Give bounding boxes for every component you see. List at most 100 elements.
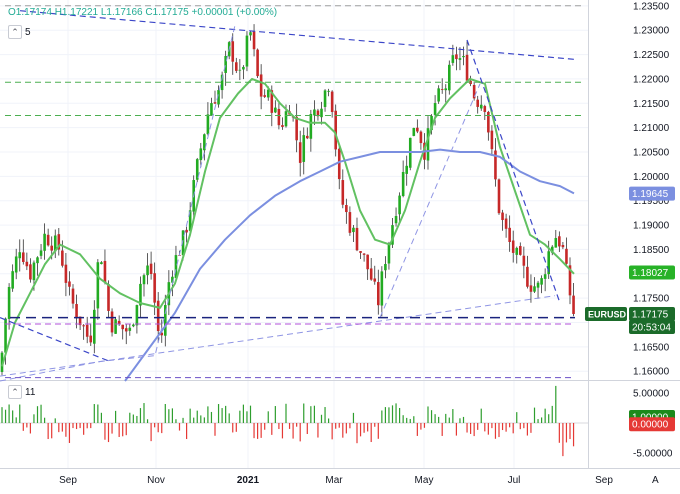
osc-bar (288, 423, 291, 429)
candle-body (121, 324, 124, 330)
osc-bar (75, 423, 78, 430)
osc-bar (374, 423, 376, 427)
candle-body (270, 90, 274, 113)
candle-body (139, 283, 142, 306)
price-label-last: 1.17175 (629, 306, 675, 321)
osc-bar (264, 423, 266, 430)
chevron-up-icon[interactable]: ⌃ (8, 385, 22, 399)
candle-body (263, 95, 266, 97)
osc-bar (359, 423, 362, 437)
drawn-trendline[interactable] (19, 10, 576, 60)
candle-body (238, 69, 242, 71)
time-tick-label: May (415, 475, 434, 486)
osc-bar (100, 412, 102, 423)
osc-bar (413, 416, 415, 423)
candle (387, 241, 391, 270)
candle-body (572, 295, 575, 314)
candle-body (71, 288, 75, 304)
candle (465, 41, 469, 83)
indicator-row-osc[interactable]: ⌃ 11 (8, 385, 35, 399)
osc-bar (26, 423, 28, 428)
candle-body (323, 90, 327, 107)
osc-label-zero-text: 0.00000 (632, 420, 669, 431)
osc-bar (225, 405, 227, 423)
candle (82, 324, 85, 340)
osc-bar (342, 423, 344, 438)
candle (203, 133, 206, 161)
candle-body (185, 229, 188, 233)
candle (242, 65, 245, 80)
osc-bar (523, 423, 525, 429)
ma-period: 5 (25, 26, 31, 38)
candle (135, 304, 139, 334)
candle-body (50, 245, 53, 251)
candle (139, 276, 142, 318)
osc-bar (232, 423, 234, 433)
price-label-ma-blue: 1.19645 (629, 186, 675, 201)
candle (71, 284, 75, 309)
osc-bar (356, 423, 358, 444)
candle-body (306, 135, 309, 139)
candle (100, 261, 103, 265)
candle-body (107, 284, 110, 311)
candle-body (558, 236, 561, 247)
candle (132, 323, 135, 328)
osc-bar (434, 414, 436, 423)
candle (337, 143, 341, 190)
candle-body (53, 235, 57, 252)
osc-bar (512, 423, 514, 434)
drawn-trendline[interactable] (466, 39, 561, 304)
candle-body (210, 103, 213, 116)
candle (526, 255, 529, 289)
candle (185, 226, 188, 243)
candle (224, 50, 227, 86)
drawn-trendline[interactable] (0, 295, 556, 377)
candle-body (93, 309, 96, 344)
candle-body (433, 103, 437, 115)
osc-bar (136, 415, 138, 423)
candle-body (448, 64, 451, 91)
candle-body (568, 265, 572, 296)
candle-body (462, 55, 465, 58)
candle (256, 48, 259, 79)
candle-body (277, 108, 281, 126)
osc-bar (132, 414, 134, 423)
osc-bar (427, 406, 429, 423)
osc-bar (221, 408, 223, 423)
osc-bar (19, 404, 21, 423)
osc-bar (296, 423, 298, 427)
drawn-trendline[interactable] (379, 83, 481, 318)
candle-body (536, 282, 540, 288)
indicator-row-ma[interactable]: ⌃ 5 (8, 25, 31, 39)
osc-bar (473, 423, 475, 437)
osc-bar (235, 423, 237, 432)
candle (419, 130, 423, 150)
candle-body (309, 113, 313, 139)
osc-bar (79, 423, 81, 429)
candle (217, 85, 220, 108)
osc-bar (182, 417, 184, 423)
osc-bar (569, 423, 571, 440)
candle (316, 108, 320, 121)
osc-bar (399, 407, 401, 423)
chevron-up-icon[interactable]: ⌃ (8, 25, 22, 39)
price-label-ma-blue-bg (629, 186, 675, 201)
candle-body (501, 212, 504, 220)
symbol-tag: EURUSD (588, 309, 627, 319)
osc-bar (420, 423, 422, 430)
candle-body (64, 264, 68, 283)
candle (515, 246, 519, 264)
candle (519, 242, 522, 256)
osc-bar (391, 405, 394, 423)
candle (146, 253, 149, 285)
osc-bar (562, 423, 564, 457)
price-tick-label: 1.16500 (633, 342, 670, 353)
candle-body (440, 89, 444, 90)
osc-label-zero: 0.00000 (629, 417, 675, 432)
osc-bar (335, 423, 337, 429)
drawn-trendline[interactable] (0, 25, 236, 382)
osc-bar (86, 423, 88, 429)
osc-bar (168, 409, 170, 423)
candle (245, 31, 249, 72)
